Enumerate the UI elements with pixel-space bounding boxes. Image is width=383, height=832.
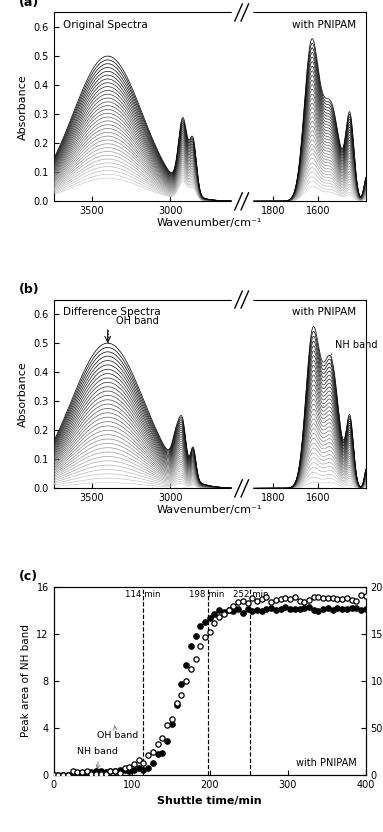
Bar xyxy=(232,294,252,494)
Text: 114 min: 114 min xyxy=(125,590,160,599)
Text: with PNIPAM: with PNIPAM xyxy=(292,307,357,317)
Text: Original Spectra: Original Spectra xyxy=(63,20,148,30)
Text: with PNIPAM: with PNIPAM xyxy=(292,20,357,30)
Y-axis label: Absorbance: Absorbance xyxy=(18,361,28,427)
Text: with PNIPAM: with PNIPAM xyxy=(296,758,357,768)
Text: 198 min: 198 min xyxy=(189,590,224,599)
Text: NH band: NH band xyxy=(77,747,118,769)
Y-axis label: Peak area of NH band: Peak area of NH band xyxy=(21,625,31,737)
Text: NH band: NH band xyxy=(336,340,378,350)
X-axis label: Wavenumber/cm⁻¹: Wavenumber/cm⁻¹ xyxy=(157,505,262,515)
Text: 252 min: 252 min xyxy=(233,590,269,599)
X-axis label: Wavenumber/cm⁻¹: Wavenumber/cm⁻¹ xyxy=(157,218,262,228)
Text: OH band: OH band xyxy=(97,726,138,740)
Text: Difference Spectra: Difference Spectra xyxy=(63,307,160,317)
Text: (b): (b) xyxy=(19,283,40,295)
Text: (c): (c) xyxy=(19,570,38,582)
Text: (a): (a) xyxy=(19,0,39,8)
Y-axis label: Absorbance: Absorbance xyxy=(18,74,28,140)
Text: OH band: OH band xyxy=(116,315,158,325)
X-axis label: Shuttle time/min: Shuttle time/min xyxy=(157,796,262,806)
Bar xyxy=(232,7,252,207)
